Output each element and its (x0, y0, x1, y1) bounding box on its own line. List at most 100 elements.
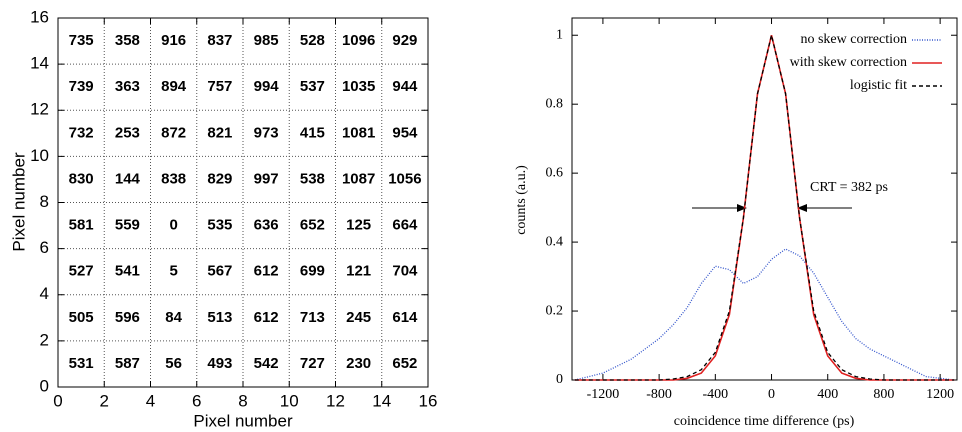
y-tick-label: 16 (30, 7, 49, 26)
x-axis-label: coincidence time difference (ps) (674, 414, 855, 429)
annotation: CRT = 382 ps (810, 180, 888, 195)
y-axis-label: Pixel number (9, 152, 28, 252)
y-tick-label: 8 (40, 192, 49, 211)
cell-value: 5 (169, 263, 177, 280)
legend-label: logistic fit (850, 78, 907, 93)
cell-value: 56 (165, 355, 182, 372)
x-tick-label: 2 (100, 391, 109, 410)
cell-value: 121 (346, 263, 371, 280)
cell-value: 559 (115, 217, 140, 234)
cell-value: 664 (392, 217, 418, 234)
cell-value: 1056 (388, 170, 421, 187)
cell-value: 985 (254, 32, 279, 49)
cell-value: 612 (254, 309, 279, 326)
y-tick-label: 1 (556, 27, 563, 42)
x-tick-label: -800 (646, 387, 672, 402)
cell-value: 916 (161, 32, 186, 49)
cell-value: 929 (392, 32, 417, 49)
cell-value: 830 (69, 170, 94, 187)
cell-value: 230 (346, 355, 371, 372)
cell-value: 973 (254, 124, 279, 141)
cell-value: 505 (69, 309, 94, 326)
series-line (574, 35, 955, 381)
y-tick-label: 4 (40, 284, 49, 303)
cell-value: 704 (392, 263, 418, 280)
plot-frame (57, 17, 429, 388)
y-tick-label: 14 (30, 54, 49, 73)
x-tick-label: 6 (192, 391, 201, 410)
cell-value: 125 (346, 217, 371, 234)
cell-value: 84 (165, 309, 182, 326)
x-tick-label: 4 (146, 391, 155, 410)
cell-value: 732 (69, 124, 94, 141)
x-axis-label: Pixel number (193, 411, 293, 430)
y-tick-label: 10 (30, 146, 49, 165)
x-tick-label: 8 (238, 391, 247, 410)
cell-value: 587 (115, 355, 140, 372)
y-axis-label: counts (a.u.) (514, 165, 529, 235)
cell-value: 535 (207, 217, 232, 234)
cell-value: 567 (207, 263, 232, 280)
cell-value: 1081 (342, 124, 375, 141)
cell-value: 537 (300, 78, 325, 95)
y-tick-label: 0.6 (546, 165, 564, 180)
cell-value: 652 (300, 217, 325, 234)
cell-value: 821 (207, 124, 232, 141)
cell-value: 581 (69, 217, 94, 234)
cell-value: 144 (115, 170, 141, 187)
series-line (574, 248, 955, 381)
y-tick-label: 0 (40, 376, 49, 395)
cell-value: 727 (300, 355, 325, 372)
x-tick-label: 12 (326, 391, 345, 410)
cell-value: 596 (115, 309, 140, 326)
cell-value: 612 (254, 263, 279, 280)
x-tick-label: 400 (817, 387, 838, 402)
cell-value: 541 (115, 263, 140, 280)
cell-value: 0 (169, 217, 177, 234)
cell-value: 837 (207, 32, 232, 49)
cell-value: 493 (207, 355, 232, 372)
cell-value: 415 (300, 124, 325, 141)
plot-frame (571, 17, 958, 381)
cell-value: 1096 (342, 32, 375, 49)
cell-value: 538 (300, 170, 325, 187)
x-tick-label: 1200 (926, 387, 954, 402)
cell-value: 245 (346, 309, 371, 326)
y-tick-label: 0 (556, 372, 563, 387)
cell-value: 994 (254, 78, 280, 95)
cell-value: 838 (161, 170, 186, 187)
x-tick-label: 0 (768, 387, 775, 402)
cell-value: 735 (69, 32, 94, 49)
cell-value: 253 (115, 124, 140, 141)
cell-value: 358 (115, 32, 140, 49)
legend-label: with skew correction (790, 55, 907, 70)
x-tick-label: 0 (53, 391, 62, 410)
x-tick-label: 10 (280, 391, 299, 410)
y-tick-label: 0.8 (546, 96, 564, 111)
cell-value: 636 (254, 217, 279, 234)
y-tick-label: 12 (30, 100, 49, 119)
y-tick-label: 2 (40, 330, 49, 349)
cell-value: 614 (392, 309, 418, 326)
cell-value: 829 (207, 170, 232, 187)
x-tick-label: 16 (419, 391, 438, 410)
cell-value: 997 (254, 170, 279, 187)
cell-value: 531 (69, 355, 94, 372)
cell-value: 872 (161, 124, 186, 141)
y-tick-label: 6 (40, 238, 49, 257)
cell-value: 528 (300, 32, 325, 49)
x-tick-label: 800 (873, 387, 894, 402)
cell-value: 1035 (342, 78, 375, 95)
cell-value: 894 (161, 78, 187, 95)
x-tick-label: -400 (702, 387, 728, 402)
cell-value: 542 (254, 355, 279, 372)
cell-value: 954 (392, 124, 418, 141)
cell-value: 1087 (342, 170, 375, 187)
cell-value: 944 (392, 78, 418, 95)
x-tick-label: -1200 (587, 387, 620, 402)
y-tick-label: 0.4 (546, 234, 564, 249)
cell-value: 513 (207, 309, 232, 326)
cell-value: 757 (207, 78, 232, 95)
cell-value: 363 (115, 78, 140, 95)
